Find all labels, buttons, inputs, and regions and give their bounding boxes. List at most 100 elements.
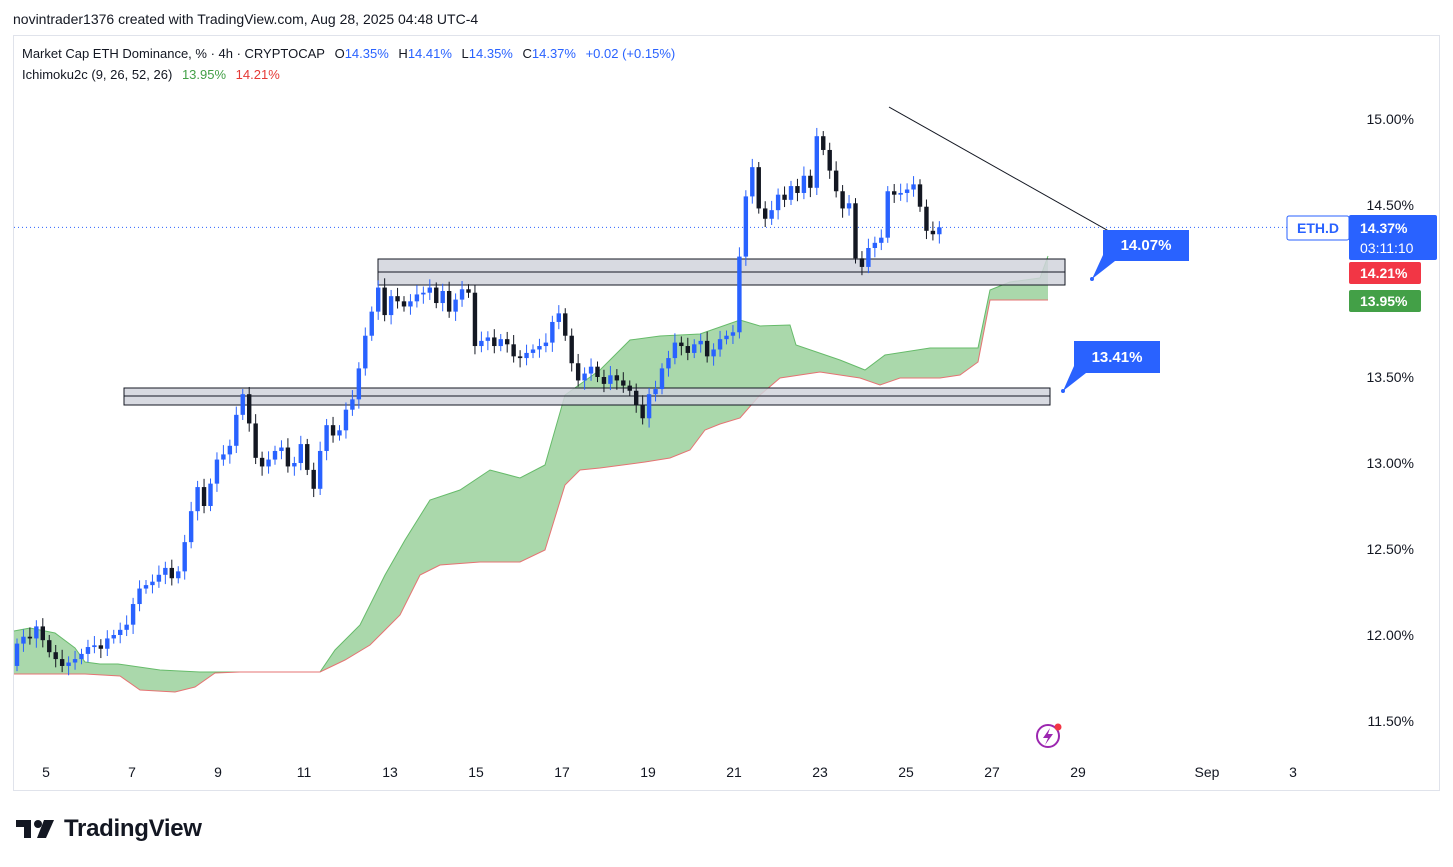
candle bbox=[356, 362, 362, 409]
candle bbox=[840, 185, 845, 218]
candle bbox=[608, 365, 613, 391]
countdown-text: 03:11:10 bbox=[1360, 240, 1414, 256]
x-tick-label: 17 bbox=[554, 764, 570, 780]
x-tick-label: 29 bbox=[1070, 764, 1086, 780]
legend-open: O14.35% bbox=[334, 46, 389, 61]
candle bbox=[672, 333, 678, 365]
legend-title: Market Cap ETH Dominance, % · 4h · CRYPT… bbox=[22, 46, 325, 61]
candle bbox=[679, 336, 684, 356]
candle bbox=[395, 287, 400, 309]
y-tick-label: 12.00% bbox=[1367, 627, 1414, 643]
candle bbox=[376, 280, 381, 320]
candle bbox=[466, 284, 471, 298]
candle bbox=[408, 294, 413, 315]
candle bbox=[143, 579, 149, 594]
candle bbox=[324, 418, 329, 461]
ichimoku-cloud bbox=[13, 255, 1049, 693]
y-tick-label: 13.00% bbox=[1367, 455, 1414, 471]
x-tick-label: 15 bbox=[468, 764, 484, 780]
x-tick-label: 25 bbox=[898, 764, 914, 780]
chart-pane[interactable] bbox=[13, 35, 1440, 791]
candle bbox=[208, 478, 213, 512]
candle bbox=[666, 350, 671, 377]
candle bbox=[266, 451, 271, 474]
candle bbox=[92, 636, 97, 654]
candle bbox=[892, 184, 897, 203]
candle bbox=[711, 343, 716, 366]
candle bbox=[105, 630, 110, 656]
candle bbox=[763, 201, 768, 228]
price-axis[interactable]: 15.00% 14.50% 13.50% 13.00% 12.50% 12.00% 11.5… bbox=[1367, 111, 1414, 729]
candle bbox=[485, 331, 491, 351]
candle bbox=[724, 330, 729, 345]
candle bbox=[866, 238, 871, 274]
candle bbox=[111, 629, 116, 644]
candle bbox=[821, 131, 826, 156]
candle bbox=[259, 451, 265, 476]
candle bbox=[59, 649, 65, 673]
x-tick-label: 5 bbox=[42, 764, 50, 780]
candle bbox=[311, 462, 316, 498]
candles bbox=[14, 127, 942, 676]
candle bbox=[27, 627, 33, 645]
candle bbox=[685, 337, 690, 361]
candle bbox=[530, 344, 536, 359]
candle bbox=[221, 445, 226, 466]
indicator-legend[interactable]: Ichimoku2c (9, 26, 52, 26) 13.95% 14.21% bbox=[22, 67, 286, 82]
candle bbox=[795, 178, 800, 202]
span-green-tag bbox=[1349, 290, 1421, 312]
candle bbox=[769, 200, 774, 225]
candle bbox=[692, 339, 697, 359]
callout-lower[interactable]: 13.41% bbox=[1061, 341, 1160, 393]
candle bbox=[317, 441, 323, 495]
time-axis[interactable]: 5 7 9 11 13 15 17 19 21 23 25 27 29 Sep 3 bbox=[42, 764, 1297, 780]
tradingview-logo[interactable]: TradingView bbox=[16, 815, 202, 843]
candle bbox=[388, 289, 394, 325]
candle bbox=[717, 330, 723, 357]
y-tick-label: 13.50% bbox=[1367, 369, 1414, 385]
symbol-tag-text: ETH.D bbox=[1297, 220, 1339, 236]
candle bbox=[588, 358, 594, 381]
tradingview-logo-icon bbox=[16, 820, 54, 838]
candle bbox=[556, 305, 561, 330]
support-zones[interactable] bbox=[123, 258, 1066, 406]
candle bbox=[130, 597, 136, 634]
symbol-legend[interactable]: Market Cap ETH Dominance, % · 4h · CRYPT… bbox=[22, 46, 681, 61]
legend-close: C14.37% bbox=[522, 46, 576, 61]
x-tick-label: Sep bbox=[1195, 764, 1220, 780]
x-tick-label: 21 bbox=[726, 764, 742, 780]
candle bbox=[343, 402, 349, 439]
candle bbox=[898, 183, 903, 201]
candle bbox=[272, 445, 278, 465]
candle bbox=[182, 534, 187, 580]
lightning-icon[interactable] bbox=[1036, 723, 1062, 748]
candle bbox=[124, 615, 129, 637]
span-red-text: 14.21% bbox=[1360, 265, 1408, 281]
last-price-tag bbox=[1349, 215, 1437, 260]
candle bbox=[750, 158, 755, 204]
x-tick-label: 13 bbox=[382, 764, 398, 780]
candle bbox=[930, 221, 936, 241]
descending-trendline[interactable] bbox=[888, 106, 1145, 252]
candle bbox=[195, 480, 200, 521]
candle bbox=[279, 440, 284, 460]
candle bbox=[14, 638, 20, 672]
span-red-tag bbox=[1349, 262, 1421, 284]
candle bbox=[382, 278, 387, 322]
candle bbox=[227, 439, 233, 464]
x-tick-label: 27 bbox=[984, 764, 1000, 780]
candle bbox=[118, 622, 123, 644]
senkou-span-a bbox=[13, 255, 1049, 673]
candle bbox=[292, 456, 297, 476]
callout-upper[interactable]: 14.07% bbox=[1090, 230, 1189, 281]
candle bbox=[240, 389, 245, 420]
candle bbox=[427, 279, 432, 300]
candle bbox=[550, 315, 555, 352]
candle bbox=[98, 639, 104, 659]
candle bbox=[298, 435, 303, 471]
candle bbox=[646, 388, 652, 428]
candle bbox=[479, 331, 484, 353]
candle bbox=[879, 229, 884, 251]
indicator-title: Ichimoku2c (9, 26, 52, 26) bbox=[22, 67, 173, 82]
